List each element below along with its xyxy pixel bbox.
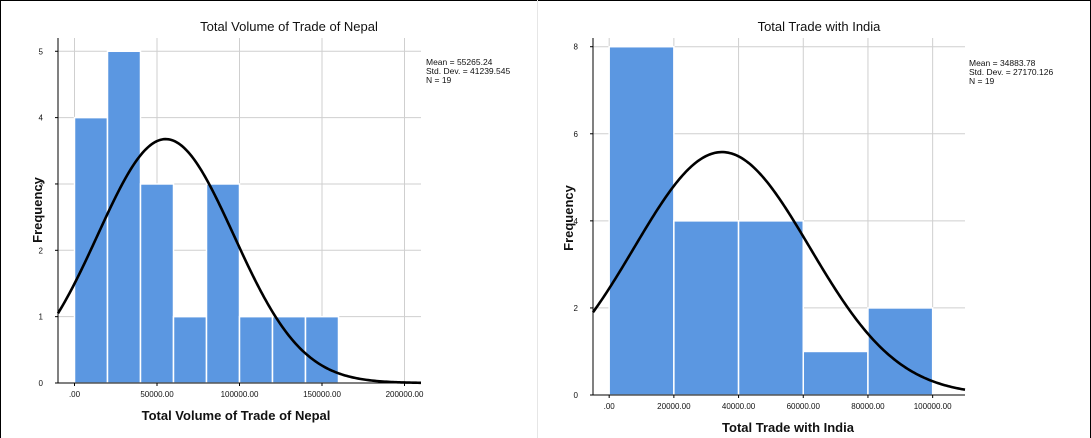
y-tick-label: 8 bbox=[574, 43, 579, 52]
chart-title: Total Volume of Trade of Nepal bbox=[200, 19, 378, 34]
axes bbox=[590, 38, 965, 398]
x-tick-label: 50000.00 bbox=[140, 390, 174, 399]
panel-divider bbox=[537, 0, 538, 438]
x-tick-label: 40000.00 bbox=[722, 402, 756, 411]
histogram-bar bbox=[139, 183, 175, 384]
histogram-nepal-trade: Total Volume of Trade of Nepal Frequency… bbox=[30, 19, 510, 423]
normal-curve bbox=[591, 150, 966, 391]
tick-labels: 0 2 4 6 8 .00 20000.00 40000.00 60000.00 80000.00… bbox=[574, 43, 953, 411]
tick-labels: 0 1 2 3 4 5 .00 50000.00 100000.00 150000.00 20000… bbox=[39, 47, 424, 399]
x-tick-label: 20000.00 bbox=[657, 402, 691, 411]
histogram-bar bbox=[106, 50, 142, 384]
y-tick-label: 0 bbox=[574, 391, 579, 400]
y-tick-label: 5 bbox=[39, 47, 44, 56]
bars bbox=[608, 45, 934, 396]
y-tick-label: 4 bbox=[39, 114, 44, 123]
histogram-bar bbox=[867, 307, 934, 396]
frame-left-border bbox=[0, 0, 1, 438]
y-tick-label: 3 bbox=[39, 180, 44, 189]
y-tick-label: 2 bbox=[39, 246, 44, 255]
x-axis-title: Total Trade with India bbox=[722, 420, 855, 435]
x-tick-label: 100000.00 bbox=[914, 402, 952, 411]
histogram-bar bbox=[238, 315, 274, 384]
histogram-india-trade: Total Trade with India Frequency Total T… bbox=[561, 19, 1053, 435]
y-tick-label: 4 bbox=[574, 217, 579, 226]
stat-mean: Mean = 55265.24 bbox=[426, 57, 493, 67]
histogram-bar bbox=[673, 220, 740, 396]
histogram-bar bbox=[304, 315, 340, 384]
y-tick-label: 2 bbox=[574, 304, 579, 313]
x-tick-label: 100000.00 bbox=[221, 390, 259, 399]
x-tick-label: 200000.00 bbox=[386, 390, 424, 399]
y-tick-label: 0 bbox=[39, 379, 44, 388]
stat-std-dev: Std. Dev. = 27170.126 bbox=[969, 67, 1053, 77]
stat-n: N = 19 bbox=[426, 75, 452, 85]
stat-std-dev: Std. Dev. = 41239.545 bbox=[426, 66, 510, 76]
x-tick-label: 150000.00 bbox=[303, 390, 341, 399]
y-tick-label: 6 bbox=[574, 130, 579, 139]
histogram-bar bbox=[737, 220, 805, 396]
x-tick-label: 80000.00 bbox=[851, 402, 885, 411]
y-axis-title: Frequency bbox=[561, 184, 576, 251]
normal-curve bbox=[56, 137, 422, 385]
histogram-bar bbox=[802, 350, 869, 396]
stat-mean: Mean = 34883.78 bbox=[969, 58, 1036, 68]
x-tick-label: 60000.00 bbox=[787, 402, 821, 411]
histogram-bar bbox=[172, 315, 208, 384]
histogram-bar bbox=[205, 183, 241, 384]
y-axis-title: Frequency bbox=[30, 176, 45, 243]
stats-box: Mean = 34883.78 Std. Dev. = 27170.126 N … bbox=[969, 58, 1053, 86]
y-tick-label: 1 bbox=[39, 313, 44, 322]
x-tick-label: .00 bbox=[604, 402, 616, 411]
x-tick-label: .00 bbox=[69, 390, 81, 399]
bars bbox=[73, 50, 340, 384]
frame-top-border bbox=[0, 0, 1091, 1]
x-axis-title: Total Volume of Trade of Nepal bbox=[142, 408, 331, 423]
stats-box: Mean = 55265.24 Std. Dev. = 41239.545 N … bbox=[426, 57, 510, 85]
chart-title: Total Trade with India bbox=[758, 19, 882, 34]
histogram-bar bbox=[608, 45, 675, 396]
stat-n: N = 19 bbox=[969, 76, 995, 86]
